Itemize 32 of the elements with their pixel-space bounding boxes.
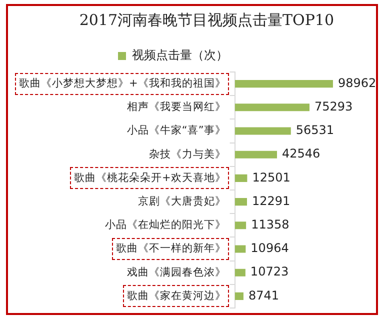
bar (234, 104, 310, 112)
chart-title: 2017河南春晚节目视频点击量TOP10 (79, 10, 334, 29)
bar (234, 292, 244, 300)
bar (234, 80, 333, 88)
bar (234, 174, 248, 182)
data-label: 8741 (248, 288, 280, 302)
bar (234, 222, 246, 230)
bar (234, 268, 246, 276)
data-label: 11358 (251, 218, 290, 232)
data-label: 12291 (252, 194, 290, 208)
data-label: 98962 (338, 76, 376, 90)
bar (234, 245, 246, 253)
y-tick-label: 歌曲《桃花朵朵开+欢天喜地》 (74, 170, 226, 184)
y-tick-label: 小品《牛家“喜”事》 (126, 124, 226, 137)
y-tick-label: 歌曲《小梦想大梦想》+《我和我的祖国》 (18, 76, 226, 90)
y-tick-label: 相声《我要当网红》 (126, 100, 226, 114)
data-label: 75293 (314, 100, 353, 114)
y-tick-label: 小品《在灿烂的阳光下》 (104, 218, 226, 232)
bar (234, 127, 291, 135)
data-label: 56531 (296, 123, 334, 138)
data-label: 10723 (250, 264, 289, 279)
bar (234, 198, 247, 206)
y-tick-label: 京剧《大唐贵妃》 (138, 194, 226, 208)
y-tick-label: 戏曲《满园春色浓》 (126, 265, 226, 278)
bar (234, 150, 278, 158)
data-label: 12501 (252, 170, 290, 184)
y-tick-label: 杂技《力与美》 (148, 147, 226, 160)
data-label: 10964 (250, 241, 289, 256)
data-label: 42546 (282, 146, 320, 161)
y-tick-label: 歌曲《不一样的新年》 (116, 242, 226, 255)
legend-label: 视频点击量（次） (132, 48, 228, 62)
y-tick-label: 歌曲《家在黄河边》 (126, 288, 226, 302)
